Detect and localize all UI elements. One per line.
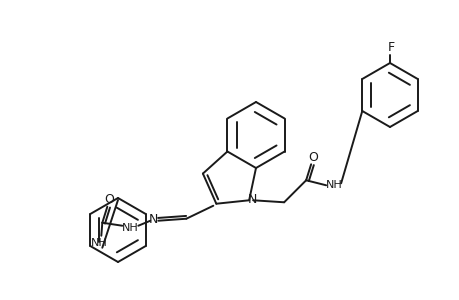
Text: O: O <box>308 151 317 164</box>
Text: F: F <box>386 40 394 53</box>
Text: O: O <box>104 193 114 206</box>
Text: N: N <box>148 213 157 226</box>
Text: NH: NH <box>325 180 342 190</box>
Text: N: N <box>247 193 256 206</box>
Text: NH: NH <box>122 223 139 233</box>
Text: NH: NH <box>91 238 107 248</box>
